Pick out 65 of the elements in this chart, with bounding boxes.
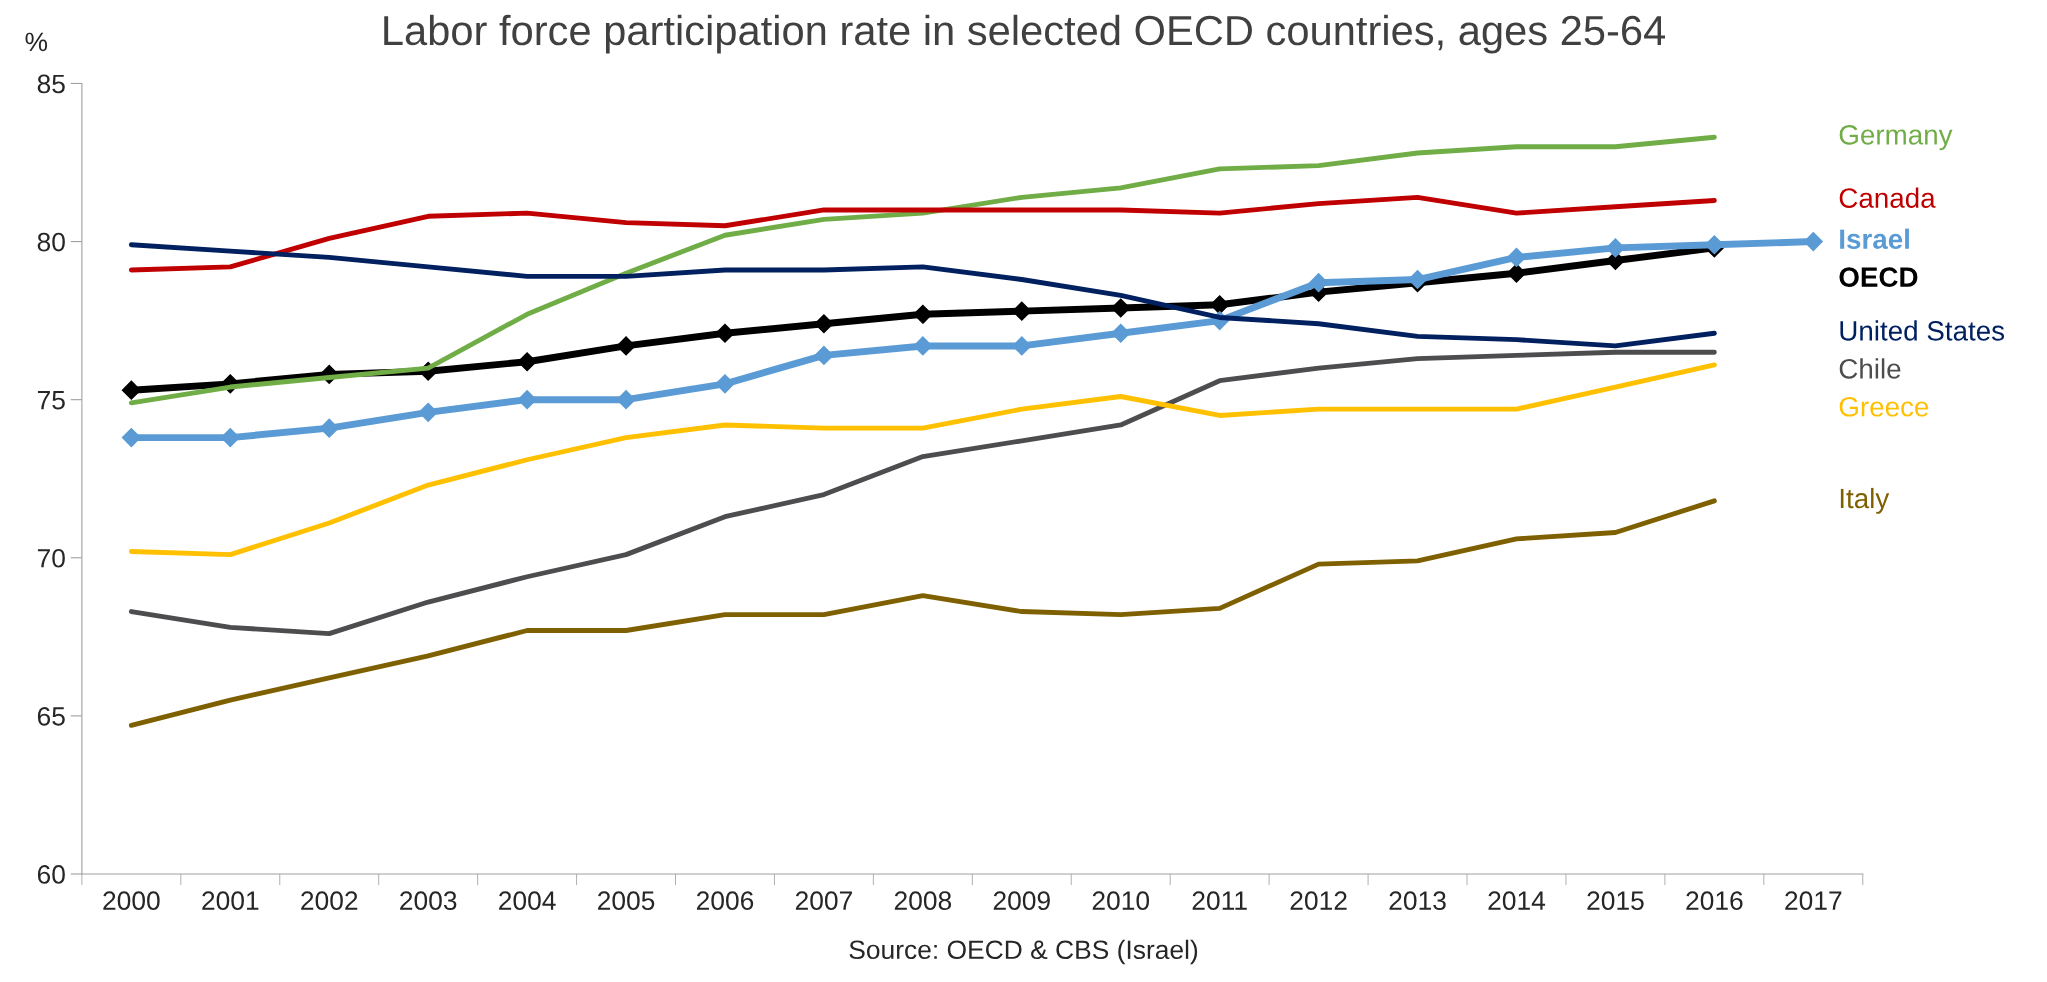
- x-tick-label: 2012: [1290, 891, 1347, 911]
- point: [913, 304, 933, 324]
- point: [121, 428, 141, 448]
- point: [220, 428, 240, 448]
- x-tick-label: 2006: [696, 891, 754, 911]
- y-tick-label: 65: [37, 707, 65, 726]
- y-tick-label: 60: [37, 865, 65, 884]
- point: [319, 418, 339, 438]
- point: [1803, 232, 1823, 252]
- y-tick-label: 70: [37, 548, 65, 568]
- text: Canada: [1839, 187, 1936, 208]
- x-tick-label: 2000: [103, 891, 160, 911]
- y-tick-label: 75: [37, 391, 65, 410]
- y-tick-label: 85: [37, 74, 65, 94]
- y-tick-label: 80: [37, 232, 65, 252]
- point: [517, 352, 537, 372]
- point: [121, 380, 141, 400]
- x-tick-label: 2005: [598, 891, 655, 911]
- point: [1506, 247, 1527, 267]
- point: [715, 374, 735, 394]
- point: [1605, 238, 1625, 258]
- point: [1506, 263, 1527, 283]
- point: [616, 390, 636, 410]
- x-tick-label: 2015: [1587, 891, 1644, 911]
- x-tick-label: 2010: [1092, 891, 1150, 911]
- line-series: [128, 242, 1717, 349]
- point: [1111, 323, 1131, 343]
- point: [814, 314, 834, 334]
- x-tick-label: 2009: [993, 891, 1050, 911]
- line-series: [128, 498, 1717, 728]
- point: [1012, 336, 1032, 356]
- x-tick-label: 2007: [795, 891, 852, 911]
- x-tick-label: 2016: [1686, 891, 1743, 911]
- point: [715, 323, 735, 343]
- x-tick-label: 2011: [1192, 891, 1247, 911]
- text: United States: [1840, 320, 2005, 341]
- source-note: Source: OECD & CBS (Israel): [849, 939, 1198, 965]
- line-series: [128, 134, 1717, 406]
- x-tick-label: 2013: [1389, 891, 1446, 911]
- point: [616, 336, 636, 356]
- text: Chile: [1839, 358, 1901, 379]
- x-tick-label: 2002: [301, 891, 358, 911]
- line-series: [128, 349, 1717, 637]
- point: [1111, 298, 1131, 318]
- x-tick-label: 2001: [202, 891, 259, 911]
- chart-title: Labor force participation rate in selected OECD countries, ages 25-64: [384, 14, 1666, 54]
- point: [1210, 295, 1230, 315]
- point: [1012, 301, 1032, 321]
- point: [517, 390, 537, 410]
- point: [913, 336, 933, 356]
- series-label: Israel: [1840, 228, 1909, 250]
- text: OECD: [1839, 267, 1918, 287]
- text: Greece: [1839, 396, 1929, 417]
- text: Germany: [1839, 125, 1953, 151]
- y-axis-title: %: [25, 32, 48, 52]
- point: [418, 402, 438, 422]
- line-series: [128, 194, 1717, 273]
- text: Italy: [1840, 487, 1890, 514]
- x-tick-label: 2004: [499, 891, 556, 911]
- x-tick-label: 2008: [894, 891, 952, 911]
- line-series: [128, 362, 1717, 558]
- x-tick-label: 2017: [1785, 891, 1842, 911]
- x-tick-label: 2014: [1488, 891, 1546, 911]
- x-tick-label: 2003: [400, 891, 457, 911]
- point: [814, 345, 834, 365]
